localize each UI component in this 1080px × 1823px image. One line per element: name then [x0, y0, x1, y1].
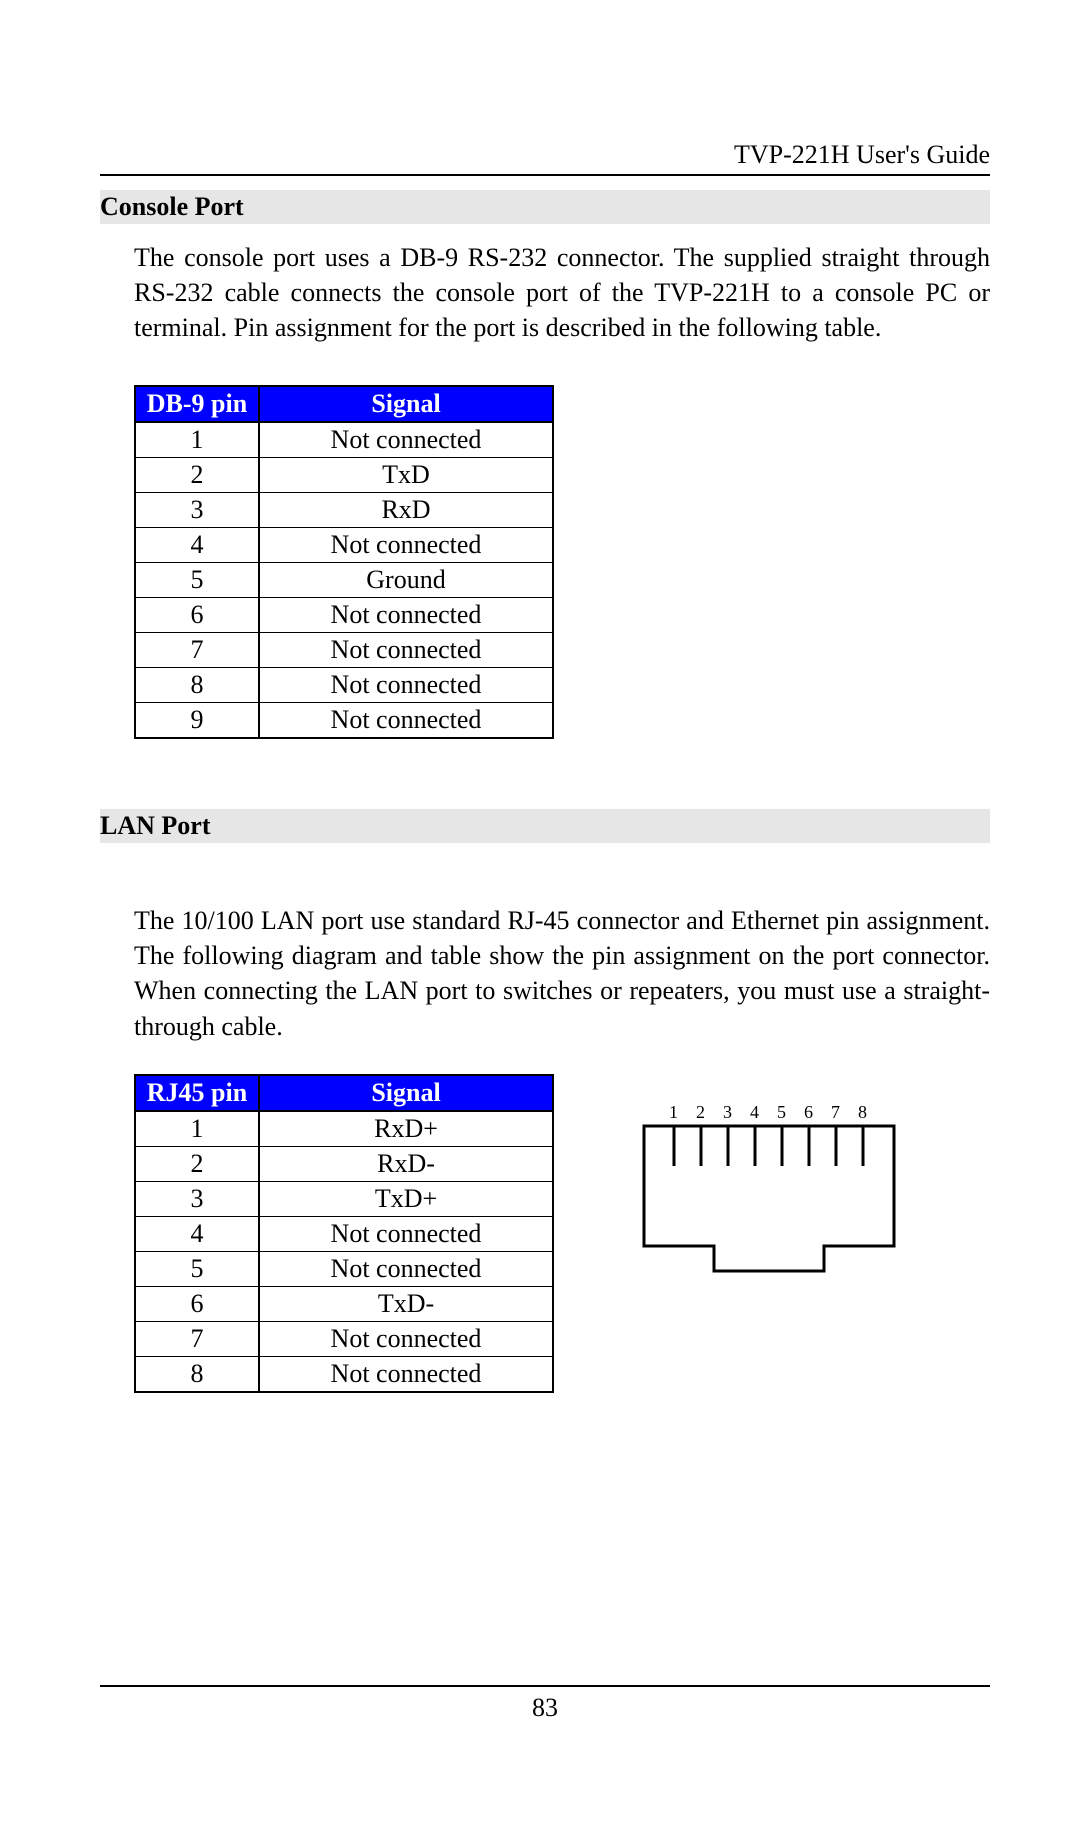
- cell-pin: 2: [135, 458, 259, 493]
- spacer: [100, 739, 980, 809]
- cell-signal: Not connected: [259, 633, 553, 668]
- cell-signal: Not connected: [259, 1251, 553, 1286]
- pin-label: 7: [831, 1102, 840, 1122]
- console-heading-text: Console Port: [100, 192, 244, 221]
- cell-signal: RxD-: [259, 1146, 553, 1181]
- lan-port-heading: LAN Port: [100, 809, 990, 843]
- table-header-row: RJ45 pin Signal: [135, 1075, 553, 1111]
- table-row: 7Not connected: [135, 633, 553, 668]
- cell-signal: Not connected: [259, 528, 553, 563]
- table-row: 1Not connected: [135, 422, 553, 458]
- page-number: 83: [532, 1693, 558, 1722]
- cell-signal: Not connected: [259, 1321, 553, 1356]
- cell-signal: RxD: [259, 493, 553, 528]
- page-footer: 83: [100, 1685, 990, 1723]
- console-port-heading: Console Port: [100, 190, 990, 224]
- cell-pin: 5: [135, 1251, 259, 1286]
- cell-pin: 1: [135, 1111, 259, 1147]
- db9-col1-header: DB-9 pin: [135, 386, 259, 422]
- rj45-svg: 1 2 3 4 5 6 7 8: [624, 1096, 924, 1296]
- table-row: 3TxD+: [135, 1181, 553, 1216]
- cell-pin: 9: [135, 703, 259, 739]
- cell-signal: Ground: [259, 563, 553, 598]
- cell-pin: 6: [135, 598, 259, 633]
- page: TVP-221H User's Guide Console Port The c…: [0, 0, 1080, 1823]
- cell-pin: 5: [135, 563, 259, 598]
- table-row: 2TxD: [135, 458, 553, 493]
- table-header-row: DB-9 pin Signal: [135, 386, 553, 422]
- table-row: 6TxD-: [135, 1286, 553, 1321]
- spacer: [100, 843, 980, 887]
- pin-label: 5: [777, 1102, 786, 1122]
- db9-pin-table: DB-9 pin Signal 1Not connected 2TxD 3RxD…: [134, 385, 554, 739]
- cell-signal: TxD: [259, 458, 553, 493]
- cell-pin: 7: [135, 1321, 259, 1356]
- table-row: 1RxD+: [135, 1111, 553, 1147]
- table-row: 8Not connected: [135, 668, 553, 703]
- cell-signal: Not connected: [259, 1356, 553, 1392]
- cell-pin: 1: [135, 422, 259, 458]
- cell-pin: 7: [135, 633, 259, 668]
- cell-signal: TxD+: [259, 1181, 553, 1216]
- table-row: 7Not connected: [135, 1321, 553, 1356]
- cell-pin: 8: [135, 1356, 259, 1392]
- rj45-pin-table: RJ45 pin Signal 1RxD+ 2RxD- 3TxD+ 4Not c…: [134, 1074, 554, 1393]
- db9-col2-header: Signal: [259, 386, 553, 422]
- pin-label: 3: [723, 1102, 732, 1122]
- pin-label: 2: [696, 1102, 705, 1122]
- cell-pin: 8: [135, 668, 259, 703]
- cell-signal: RxD+: [259, 1111, 553, 1147]
- cell-pin: 4: [135, 1216, 259, 1251]
- table-row: 6Not connected: [135, 598, 553, 633]
- table-row: 5Ground: [135, 563, 553, 598]
- lan-row: RJ45 pin Signal 1RxD+ 2RxD- 3TxD+ 4Not c…: [100, 1074, 980, 1393]
- console-paragraph: The console port uses a DB-9 RS-232 conn…: [134, 240, 990, 345]
- pin-label: 1: [669, 1102, 678, 1122]
- header-title: TVP-221H User's Guide: [734, 140, 990, 169]
- table-row: 5Not connected: [135, 1251, 553, 1286]
- table-row: 4Not connected: [135, 528, 553, 563]
- rj45-col1-header: RJ45 pin: [135, 1075, 259, 1111]
- cell-signal: Not connected: [259, 422, 553, 458]
- page-header: TVP-221H User's Guide: [100, 140, 990, 176]
- pin-label: 4: [750, 1102, 759, 1122]
- pin-label: 6: [804, 1102, 813, 1122]
- table-row: 3RxD: [135, 493, 553, 528]
- cell-signal: TxD-: [259, 1286, 553, 1321]
- lan-paragraph: The 10/100 LAN port use standard RJ-45 c…: [134, 903, 990, 1043]
- rj45-connector-diagram: 1 2 3 4 5 6 7 8: [624, 1096, 924, 1301]
- cell-pin: 6: [135, 1286, 259, 1321]
- cell-signal: Not connected: [259, 703, 553, 739]
- cell-pin: 3: [135, 1181, 259, 1216]
- pin-label: 8: [858, 1102, 867, 1122]
- cell-pin: 4: [135, 528, 259, 563]
- lan-heading-text: LAN Port: [100, 811, 210, 840]
- table-row: 2RxD-: [135, 1146, 553, 1181]
- cell-pin: 2: [135, 1146, 259, 1181]
- table-row: 4Not connected: [135, 1216, 553, 1251]
- table-row: 8Not connected: [135, 1356, 553, 1392]
- cell-signal: Not connected: [259, 1216, 553, 1251]
- table-row: 9Not connected: [135, 703, 553, 739]
- cell-pin: 3: [135, 493, 259, 528]
- cell-signal: Not connected: [259, 668, 553, 703]
- rj45-outline: [644, 1126, 894, 1271]
- cell-signal: Not connected: [259, 598, 553, 633]
- rj45-col2-header: Signal: [259, 1075, 553, 1111]
